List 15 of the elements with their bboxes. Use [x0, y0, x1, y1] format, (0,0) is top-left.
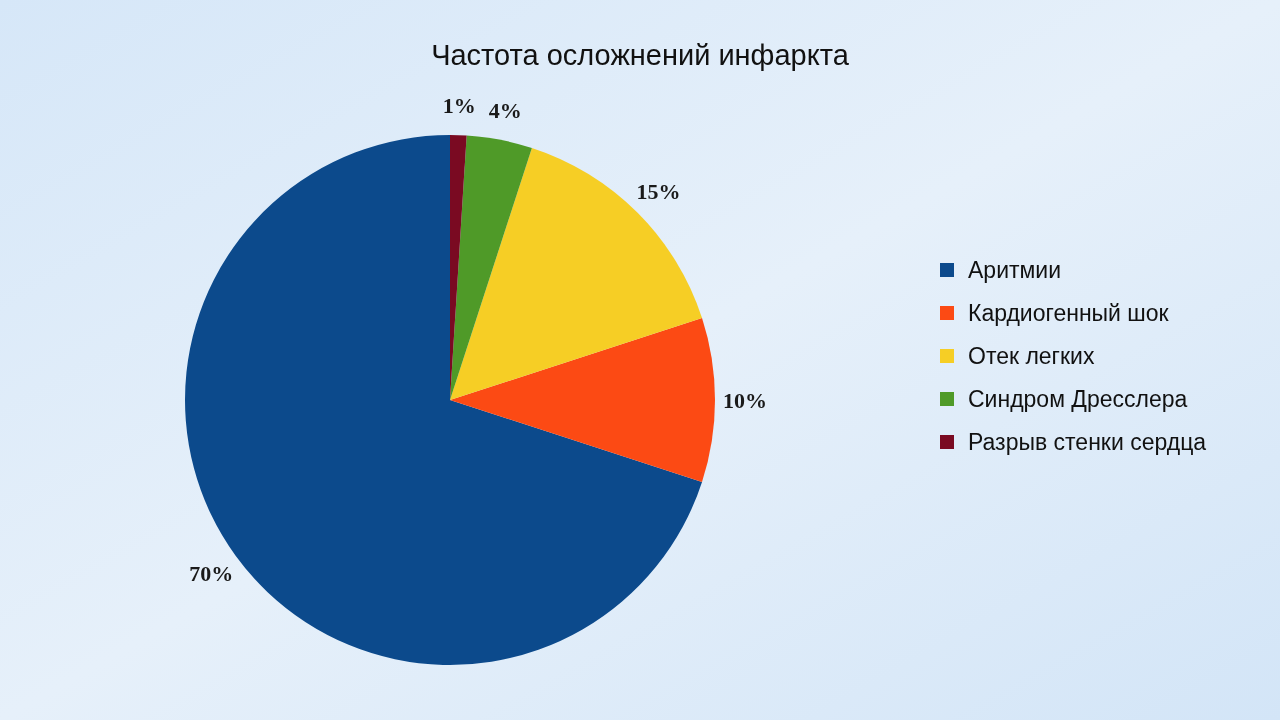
data-label: 4%	[488, 97, 522, 123]
pie-slice	[450, 135, 532, 400]
legend-label: Кардиогенный шок	[968, 300, 1170, 326]
data-label: 15%	[636, 178, 681, 204]
legend-label: Синдром Дресслера	[968, 386, 1188, 412]
data-label: 70%	[189, 560, 234, 586]
pie-slice	[450, 318, 715, 482]
legend-label: Разрыв стенки сердца	[968, 429, 1207, 455]
data-label: 1%	[442, 92, 476, 118]
data-label: 10%	[723, 387, 767, 413]
chart-title: Частота осложнений инфаркта	[431, 39, 850, 71]
pie-slice	[450, 147, 703, 400]
legend-label: Аритмии	[968, 257, 1062, 283]
pie-slice	[185, 135, 703, 665]
legend-label: Отек легких	[968, 343, 1095, 369]
